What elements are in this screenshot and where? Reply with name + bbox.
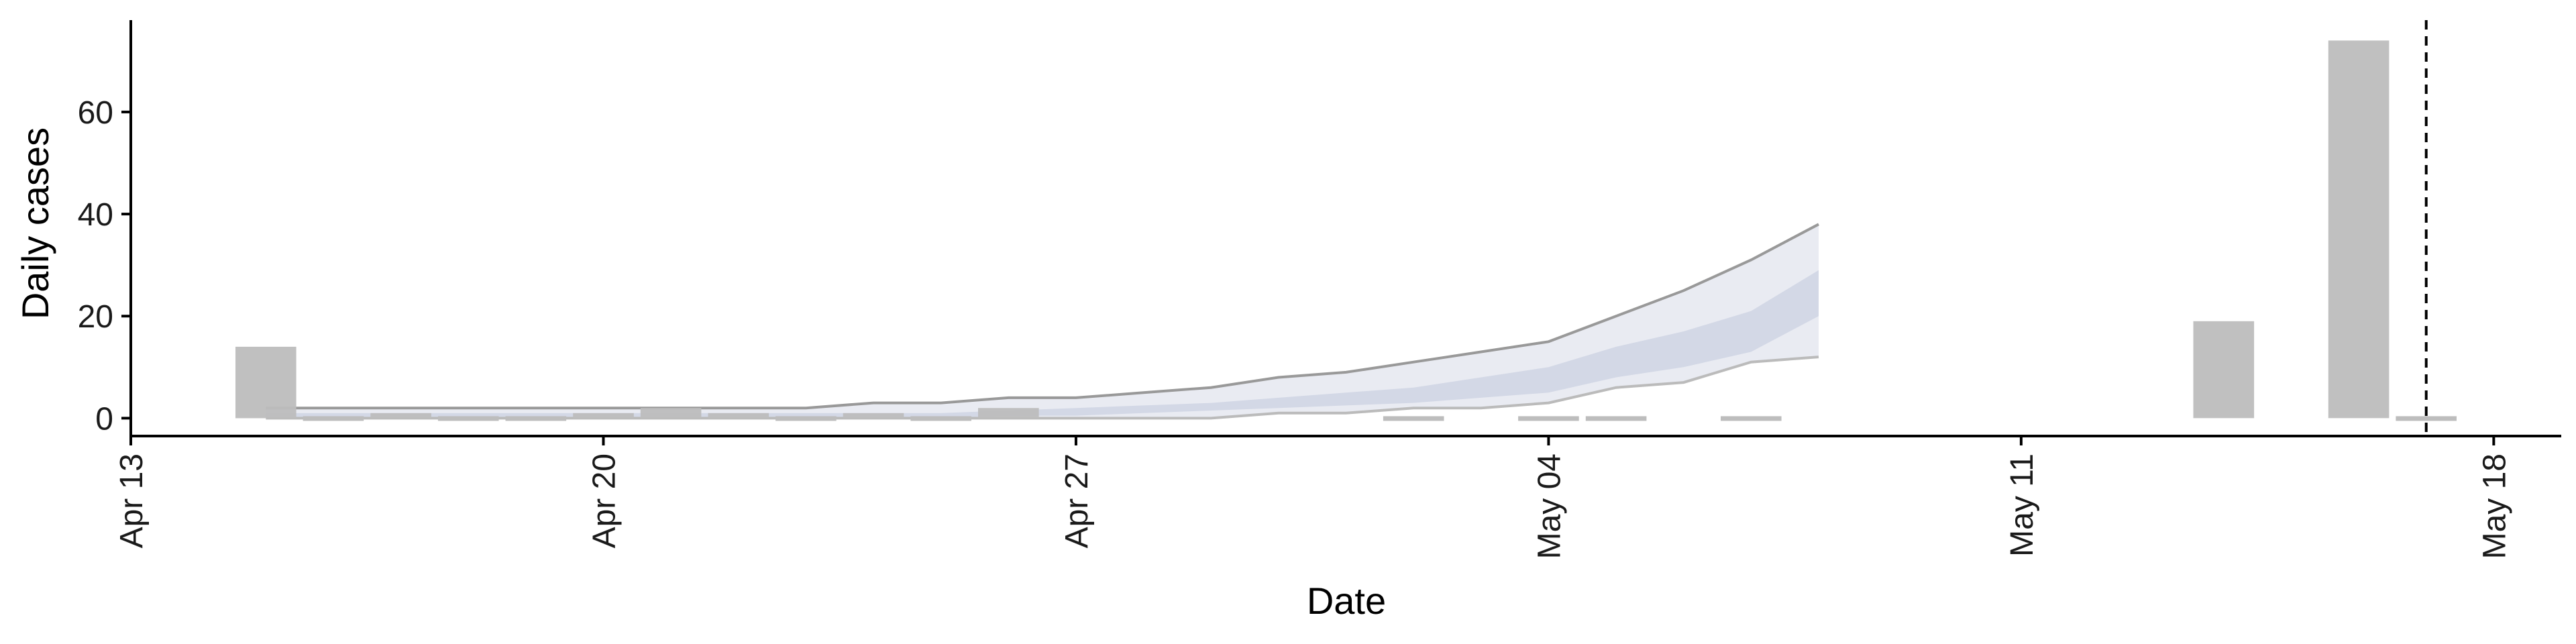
x-axis-title: Date: [1307, 580, 1386, 622]
x-tick-label-1: Apr 20: [587, 453, 623, 548]
case-bar-10: [910, 416, 971, 421]
case-bar-2: [370, 413, 431, 419]
case-bar-13: [1518, 416, 1579, 421]
case-bar-16: [2193, 321, 2255, 419]
case-bar-5: [573, 413, 634, 419]
y-tick-label-0: 0: [95, 401, 113, 437]
x-tick-label-2: Apr 27: [1059, 453, 1095, 548]
x-axis: Apr 13 Apr 20 Apr 27 May 04 May 11 May 18: [114, 435, 2561, 559]
y-axis: 0 20 40 60: [78, 20, 132, 437]
y-tick-label-2: 40: [78, 197, 113, 233]
y-tick-label-3: 60: [78, 95, 113, 131]
case-bar-14: [1585, 416, 1647, 421]
case-bar-9: [843, 413, 904, 419]
case-bar-8: [775, 416, 837, 421]
case-bar-6: [640, 408, 702, 419]
forecast-upper-line: [266, 223, 1819, 410]
bars-layer: [235, 40, 2457, 421]
y-tick-label-1: 20: [78, 299, 113, 335]
case-bar-1: [303, 416, 364, 421]
forecast-band-90: [266, 224, 1819, 419]
case-bar-17: [2328, 40, 2390, 419]
case-bar-11: [978, 408, 1039, 419]
case-bar-4: [505, 416, 567, 421]
case-bar-7: [708, 413, 769, 419]
case-bar-18: [2396, 416, 2457, 421]
forecast-layer: [266, 223, 1819, 420]
case-bar-15: [1721, 416, 1782, 421]
y-axis-title: Daily cases: [14, 127, 56, 319]
case-bar-0: [235, 346, 297, 419]
case-bar-12: [1383, 416, 1444, 421]
x-tick-label-3: May 04: [1532, 453, 1567, 559]
x-tick-label-0: Apr 13: [114, 453, 150, 548]
case-bar-3: [437, 416, 499, 421]
x-tick-label-5: May 18: [2477, 453, 2512, 559]
x-tick-label-4: May 11: [2004, 453, 2040, 557]
